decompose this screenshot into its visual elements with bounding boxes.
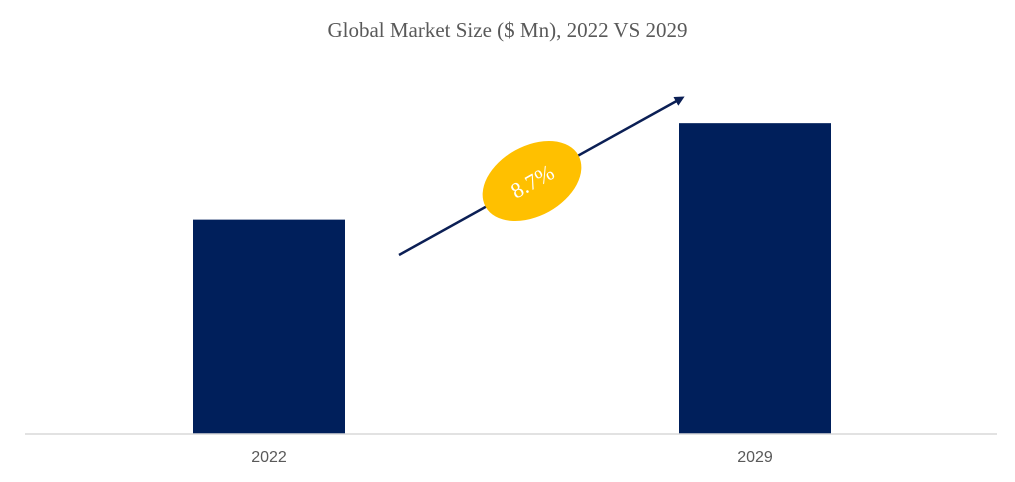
cagr-badge — [482, 141, 582, 221]
bar-2022 — [193, 219, 345, 434]
bar-2029 — [679, 123, 831, 434]
x-tick-label-2022: 2022 — [251, 449, 287, 466]
x-tick-label-2029: 2029 — [737, 449, 773, 466]
chart-title: Global Market Size ($ Mn), 2022 VS 2029 — [327, 18, 688, 42]
